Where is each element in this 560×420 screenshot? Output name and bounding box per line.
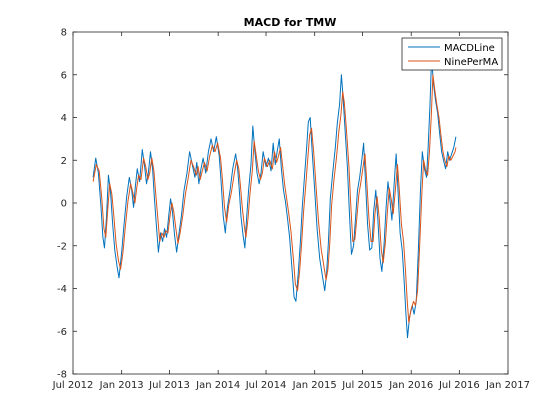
legend-label-macdline: MACDLine bbox=[444, 43, 495, 54]
y-tick-label: -2 bbox=[57, 241, 67, 252]
plot-area bbox=[73, 32, 508, 374]
y-tick-label: -8 bbox=[57, 370, 67, 381]
y-tick-label: 6 bbox=[61, 70, 67, 81]
x-tick-label: Jul 2014 bbox=[245, 380, 287, 391]
legend-box bbox=[401, 37, 503, 71]
x-tick-label: Jan 2015 bbox=[292, 380, 337, 391]
chart-title: MACD for TMW bbox=[244, 16, 337, 29]
x-tick-label: Jan 2016 bbox=[388, 380, 433, 391]
series-lines bbox=[92, 57, 457, 339]
x-tick-label: Jul 2013 bbox=[148, 380, 190, 391]
series-line-macdline bbox=[92, 57, 457, 339]
y-tick-label: 8 bbox=[61, 28, 67, 39]
axis-ticks: -8 -6 -4 -2 0 2 4 6 8 Jul 2012 Jan 2013 Jul 2013 Jan… bbox=[52, 28, 530, 392]
y-tick-label: 0 bbox=[61, 199, 67, 210]
y-tick-label: 2 bbox=[61, 156, 67, 167]
x-tick-label: Jan 2017 bbox=[485, 380, 530, 391]
legend-label-nineperma: NinePerMA bbox=[444, 57, 498, 68]
x-tick-label: Jan 2014 bbox=[195, 380, 240, 391]
x-tick-label: Jan 2013 bbox=[99, 380, 144, 391]
series-line-nineperma bbox=[92, 74, 457, 324]
x-tick-label: Jul 2015 bbox=[341, 380, 383, 391]
y-tick-label: -4 bbox=[57, 284, 67, 295]
legend: MACDLine NinePerMA bbox=[401, 37, 503, 71]
x-tick-label: Jul 2012 bbox=[52, 380, 94, 391]
y-tick-label: -6 bbox=[57, 327, 67, 338]
x-tick-label: Jul 2016 bbox=[438, 380, 480, 391]
y-tick-label: 4 bbox=[61, 113, 67, 124]
